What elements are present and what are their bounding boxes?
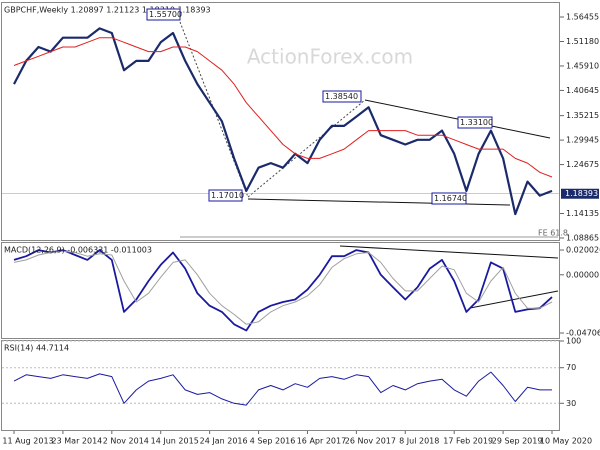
watermark: ActionForex.com: [247, 45, 413, 69]
fib-line: [247, 99, 366, 198]
panel-title: GBPCHF,Weekly 1.20897 1.21123 1.18310 1.…: [4, 6, 211, 15]
y-tick-label: 1.29945: [566, 136, 599, 145]
panel-title: MACD(12,26,9) -0.006331 -0.011003: [4, 246, 152, 255]
x-tick-label: 11 Aug 2013: [2, 437, 53, 446]
price-tag-label: 1.18393: [565, 189, 598, 198]
y-tick-label: 1.35215: [566, 111, 599, 120]
x-tick-label: 29 Sep 2019: [492, 437, 543, 446]
x-tick-label: 17 Feb 2019: [443, 437, 493, 446]
annotation-box: [208, 189, 243, 202]
y-tick-label: 30: [566, 399, 576, 408]
x-tick-label: 14 Jun 2015: [151, 437, 199, 446]
annotation-box: [457, 116, 493, 129]
series-line: [13, 250, 553, 325]
y-tick-label: -0.047066: [566, 329, 600, 338]
y-tick-label: 1.56455: [566, 12, 599, 21]
annotation: 1.16740: [434, 194, 467, 203]
y-tick-label: 1.51180: [566, 37, 599, 46]
annotation: 1.38540: [325, 92, 358, 101]
annotation: FE 61.8: [538, 229, 568, 238]
y-tick-label: 0.020026: [566, 246, 600, 255]
series-line: [13, 37, 553, 178]
x-tick-label: 10 May 2020: [540, 437, 592, 446]
x-tick-label: 23 Mar 2014: [52, 437, 103, 446]
annotation: 1.33100: [460, 118, 493, 127]
annotation-box: [146, 8, 181, 21]
annotation-box: [322, 90, 362, 103]
y-tick-label: 1.40645: [566, 86, 599, 95]
y-tick-label: 1.08865: [566, 233, 599, 242]
y-tick-label: 0.00000: [566, 270, 599, 279]
y-tick-label: 100: [566, 337, 581, 346]
x-tick-label: 24 Jan 2016: [200, 437, 248, 446]
annotation: 1.17010: [211, 191, 244, 200]
price-tag: [561, 188, 599, 199]
series-line: [13, 27, 553, 216]
rsi-panel: [1, 340, 560, 431]
x-tick-label: 16 Apr 2017: [297, 437, 346, 446]
y-tick-label: 1.45910: [566, 61, 599, 70]
series-line: [13, 371, 552, 406]
y-tick-label: 70: [566, 363, 576, 372]
x-tick-label: 4 Sep 2016: [250, 437, 296, 446]
panel-title: RSI(14) 44.7114: [4, 344, 69, 353]
y-tick-label: 1.24675: [566, 160, 599, 169]
series-line: [13, 249, 553, 332]
trendline: [469, 290, 559, 309]
x-tick-label: 2 Nov 2014: [103, 437, 149, 446]
x-tick-label: 8 Jul 2018: [399, 437, 439, 446]
x-tick-label: 26 Nov 2017: [345, 437, 396, 446]
annotation-box: [431, 192, 467, 205]
macd-panel: [1, 242, 560, 339]
trendline: [339, 245, 559, 259]
y-tick-label: 1.14135: [566, 209, 599, 218]
annotation: 1.55700: [149, 10, 182, 19]
